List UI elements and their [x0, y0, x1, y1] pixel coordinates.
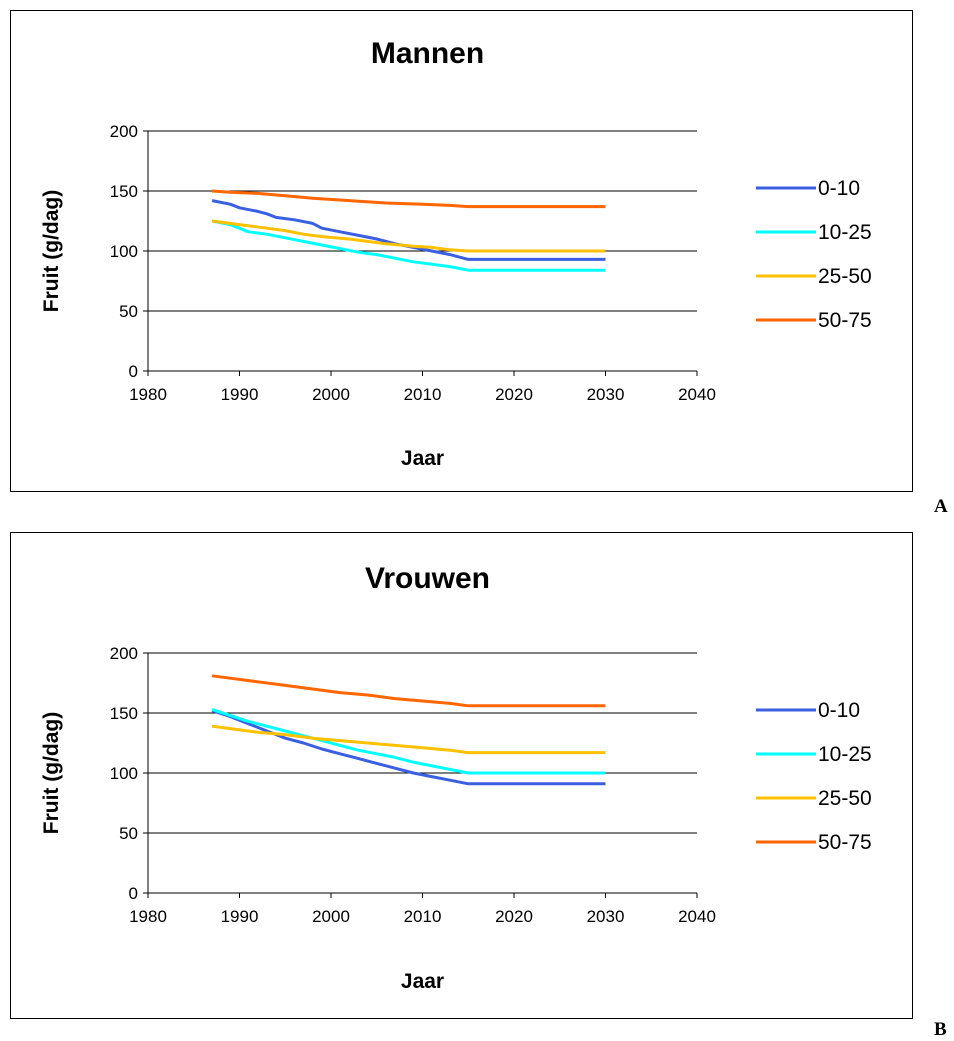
chart-vrouwen: Vrouwen 0 50 100 150 200 1980 1990 2000 2010 2020 2…: [40, 562, 872, 993]
x-tick-label: 2020: [495, 385, 533, 404]
y-tick-label: 0: [129, 884, 138, 903]
chart-mannen: Mannen 0 50 100 150 200 1980 1990 2000 2010 2020 20…: [40, 37, 872, 470]
legend-label: 25-50: [818, 787, 872, 810]
y-tick-label: 0: [129, 362, 138, 381]
y-axis-label: Fruit (g/dag): [40, 190, 63, 312]
series-line-25-50: [211, 724, 606, 755]
y-tick-label: 200: [110, 122, 138, 141]
y-tick-label: 100: [110, 242, 138, 261]
series-line-0-10: [211, 709, 606, 786]
x-tick-label: 2040: [678, 907, 716, 926]
legend-label: 10-25: [818, 221, 872, 244]
x-tick-label: 1990: [221, 907, 259, 926]
legend-label: 25-50: [818, 265, 872, 288]
series-line-10-25: [211, 219, 606, 272]
series-line-25-50: [211, 219, 606, 253]
x-axis-label: Jaar: [401, 447, 444, 470]
y-tick-label: 200: [110, 644, 138, 663]
y-tick-label: 50: [119, 824, 138, 843]
x-tick-label: 2020: [495, 907, 533, 926]
legend-label: 50-75: [818, 831, 872, 854]
legend-label: 0-10: [818, 699, 860, 722]
y-tick-label: 100: [110, 764, 138, 783]
chart-title: Mannen: [371, 37, 484, 70]
x-axis-label: Jaar: [401, 970, 444, 993]
chart-title: Vrouwen: [365, 562, 490, 595]
y-axis-label: Fruit (g/dag): [40, 712, 63, 834]
chart-panel-vrouwen: Vrouwen 0 50 100 150 200 1980 1990 2000 2010 2020 2…: [10, 532, 913, 1019]
panel-label-b: B: [934, 1019, 947, 1040]
x-tick-label: 1980: [129, 385, 167, 404]
x-tick-label: 2000: [312, 907, 350, 926]
x-tick-label: 1980: [129, 907, 167, 926]
series-line-50-75: [211, 674, 606, 708]
series-line-50-75: [212, 189, 606, 209]
legend-label: 50-75: [818, 309, 872, 332]
y-tick-label: 150: [110, 704, 138, 723]
panel-label-a: A: [934, 496, 948, 517]
y-tick-label: 50: [119, 302, 138, 321]
series-line-0-10: [211, 199, 606, 261]
x-tick-label: 2010: [404, 907, 442, 926]
x-tick-label: 2040: [678, 385, 716, 404]
legend-label: 10-25: [818, 743, 872, 766]
x-tick-label: 2030: [587, 385, 625, 404]
x-tick-label: 2010: [404, 385, 442, 404]
x-tick-label: 2030: [587, 907, 625, 926]
x-tick-label: 2000: [312, 385, 350, 404]
series-line-10-25: [211, 707, 606, 775]
y-tick-label: 150: [110, 182, 138, 201]
chart-panel-mannen: Mannen 0 50 100 150 200 1980 1990 2000 2010 2020 20…: [10, 10, 913, 492]
x-tick-label: 1990: [221, 385, 259, 404]
legend-label: 0-10: [818, 177, 860, 200]
